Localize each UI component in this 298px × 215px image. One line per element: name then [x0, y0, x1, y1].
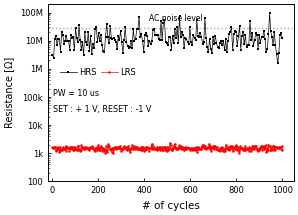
- LRS: [219, 149, 223, 151]
- Line: HRS: HRS: [51, 12, 284, 65]
- HRS: [93, 28, 97, 30]
- X-axis label: # of cycles: # of cycles: [142, 201, 200, 211]
- HRS: [276, 62, 280, 64]
- LRS: [112, 152, 115, 155]
- HRS: [270, 36, 274, 39]
- Line: LRS: LRS: [51, 141, 284, 154]
- Text: PW = 10 us: PW = 10 us: [52, 89, 99, 98]
- HRS: [51, 54, 54, 56]
- LRS: [168, 141, 172, 144]
- HRS: [60, 31, 63, 34]
- Text: AC noise level: AC noise level: [149, 14, 203, 23]
- HRS: [261, 36, 264, 38]
- HRS: [64, 35, 68, 37]
- LRS: [280, 145, 284, 147]
- HRS: [268, 12, 271, 14]
- LRS: [126, 147, 130, 149]
- Text: SET : + 1 V, RESET : -1 V: SET : + 1 V, RESET : -1 V: [52, 105, 151, 114]
- HRS: [280, 37, 284, 40]
- HRS: [112, 36, 115, 39]
- LRS: [218, 149, 221, 152]
- LRS: [196, 148, 200, 150]
- LRS: [142, 150, 146, 152]
- LRS: [78, 149, 82, 152]
- Y-axis label: Resistance [Ω]: Resistance [Ω]: [4, 57, 14, 128]
- Legend: HRS, LRS: HRS, LRS: [57, 65, 139, 81]
- LRS: [51, 146, 54, 149]
